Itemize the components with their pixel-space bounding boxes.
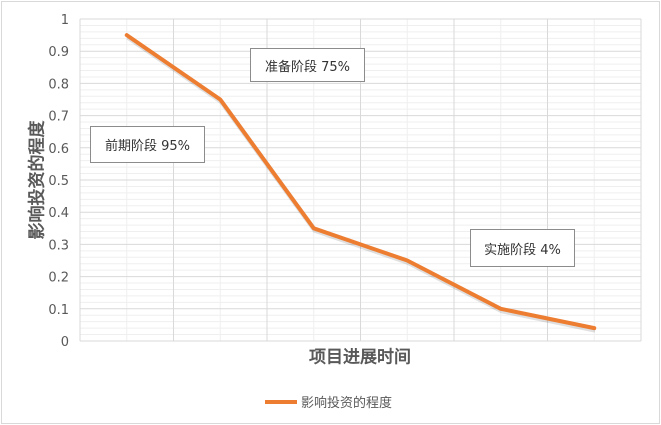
y-tick-label: 0.2 bbox=[48, 271, 69, 286]
y-axis-title: 影响投资的程度 bbox=[27, 120, 48, 240]
legend[interactable]: 影响投资的程度 bbox=[265, 392, 392, 411]
annotation-implementation-stage: 实施阶段 4% bbox=[470, 229, 575, 267]
y-tick-label: 0.5 bbox=[48, 174, 69, 189]
y-tick-label: 1 bbox=[61, 13, 69, 28]
x-axis-title: 项目进展时间 bbox=[309, 347, 411, 368]
legend-label: 影响投资的程度 bbox=[301, 396, 393, 411]
y-tick-label: 0 bbox=[61, 335, 69, 350]
y-tick-label: 0.8 bbox=[48, 77, 69, 92]
y-tick-label: 0.7 bbox=[48, 110, 69, 125]
annotation-early-stage: 前期阶段 95% bbox=[90, 126, 205, 163]
legend-swatch bbox=[265, 399, 297, 404]
y-tick-label: 0.6 bbox=[48, 142, 69, 157]
y-tick-label: 0.4 bbox=[48, 206, 69, 221]
series-line bbox=[124, 33, 597, 331]
y-tick-label: 0.3 bbox=[48, 238, 69, 253]
annotation-preparation-stage: 准备阶段 75% bbox=[250, 48, 365, 82]
y-tick-label: 0.9 bbox=[48, 45, 69, 60]
y-tick-label: 0.1 bbox=[48, 303, 69, 318]
